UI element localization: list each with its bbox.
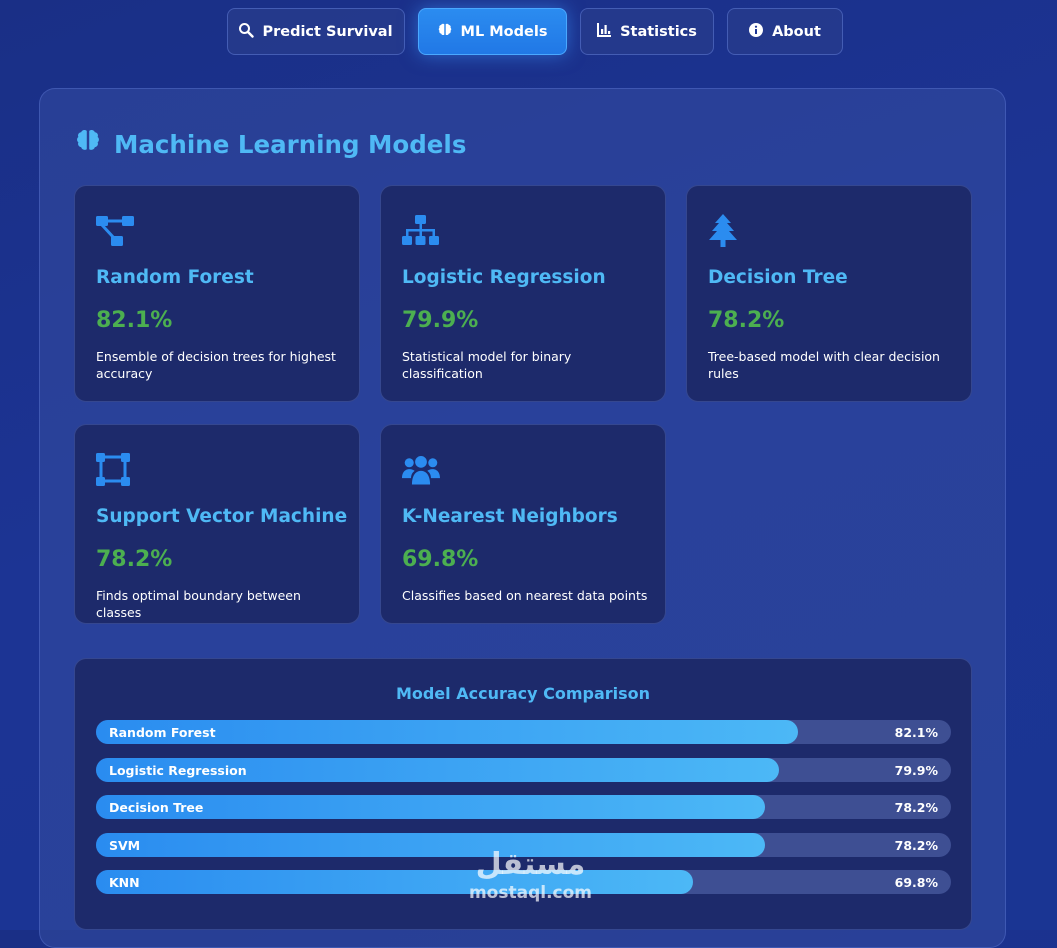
watermark-latin: mostaql.com — [468, 883, 593, 903]
bar-label: Decision Tree — [109, 800, 204, 816]
bar-value-label: 79.9% — [894, 762, 938, 778]
main-nav: Predict Survival ML Models Statistics Ab… — [0, 8, 1057, 55]
project-diagram-icon — [96, 214, 134, 248]
tab-about[interactable]: About — [726, 8, 843, 55]
model-card-support-vector-machine[interactable]: Support Vector Machine 78.2% Finds optim… — [74, 424, 360, 624]
model-card-random-forest[interactable]: Random Forest 82.1% Ensemble of decision… — [74, 185, 360, 402]
bar-value-label: 82.1% — [894, 725, 938, 740]
bar-chart-icon — [596, 22, 612, 42]
model-description: Finds optimal boundary between classes — [96, 588, 301, 620]
model-description: Statistical model for binary classificat… — [402, 349, 572, 381]
bar-track: Decision Tree 78.2% — [96, 795, 951, 820]
bar-label: Random Forest — [109, 725, 216, 740]
tab-ml-models[interactable]: ML Models — [417, 8, 567, 55]
sitemap-icon — [402, 214, 440, 248]
model-accuracy: 69.8% — [402, 547, 479, 572]
tab-label: Statistics — [620, 23, 697, 40]
bar — [96, 720, 798, 744]
bar — [96, 870, 693, 895]
chart-title: Model Accuracy Comparison — [395, 684, 651, 703]
model-card-k-nearest-neighbors[interactable]: K-Nearest Neighbors 69.8% Classifies bas… — [380, 424, 666, 624]
model-name: Support Vector Machine — [96, 506, 348, 527]
model-accuracy: 79.9% — [402, 308, 479, 333]
bar-value-label: 69.8% — [894, 875, 938, 891]
model-card-logistic-regression[interactable]: Logistic Regression 79.9% Statistical mo… — [380, 185, 666, 402]
tab-label: ML Models — [460, 23, 548, 40]
model-accuracy: 82.1% — [96, 308, 173, 333]
brain-icon — [437, 22, 453, 42]
brain-icon — [74, 127, 102, 161]
page-title-text: Machine Learning Models — [114, 129, 467, 159]
tab-predict-survival[interactable]: Predict Survival — [226, 8, 405, 55]
model-name: Random Forest — [96, 267, 254, 288]
models-panel: Machine Learning Models Random Forest 82… — [39, 88, 1006, 948]
bar-track: SVM 78.2% — [96, 832, 951, 857]
tab-statistics[interactable]: Statistics — [579, 8, 714, 55]
model-name: K-Nearest Neighbors — [402, 506, 618, 527]
info-circle-icon — [748, 22, 764, 42]
search-icon — [238, 22, 255, 42]
bar-value-label: 78.2% — [894, 800, 938, 816]
bar — [96, 832, 765, 857]
bar-label: SVM — [109, 837, 141, 853]
bar-label: KNN — [109, 875, 140, 891]
watermark: مستقل mostaql.com — [463, 848, 598, 904]
model-description: Classifies based on nearest data points — [402, 588, 648, 603]
bar-track: Random Forest 82.1% — [96, 720, 951, 744]
model-accuracy: 78.2% — [708, 308, 785, 333]
page-title: Machine Learning Models — [74, 127, 466, 161]
model-description: Ensemble of decision trees for highest a… — [96, 349, 336, 381]
model-name: Decision Tree — [708, 267, 848, 288]
model-accuracy: 78.2% — [96, 547, 173, 572]
model-card-decision-tree[interactable]: Decision Tree 78.2% Tree-based model wit… — [686, 185, 972, 402]
tab-label: About — [772, 23, 821, 40]
bar-track: KNN 69.8% — [96, 870, 951, 895]
bar — [96, 795, 765, 820]
model-name: Logistic Regression — [402, 267, 606, 288]
model-description: Tree-based model with clear decision rul… — [708, 349, 940, 381]
tree-icon — [708, 214, 746, 248]
bar — [96, 757, 780, 782]
users-icon — [402, 453, 440, 487]
accuracy-comparison-chart: Model Accuracy Comparison Random Forest 8… — [74, 658, 972, 930]
bar-label: Logistic Regression — [109, 762, 247, 778]
tab-label: Predict Survival — [262, 23, 393, 40]
bar-value-label: 78.2% — [894, 837, 938, 853]
bar-track: Logistic Regression 79.9% — [96, 757, 951, 782]
vector-square-icon — [96, 453, 134, 487]
watermark-arabic: مستقل — [475, 847, 586, 882]
